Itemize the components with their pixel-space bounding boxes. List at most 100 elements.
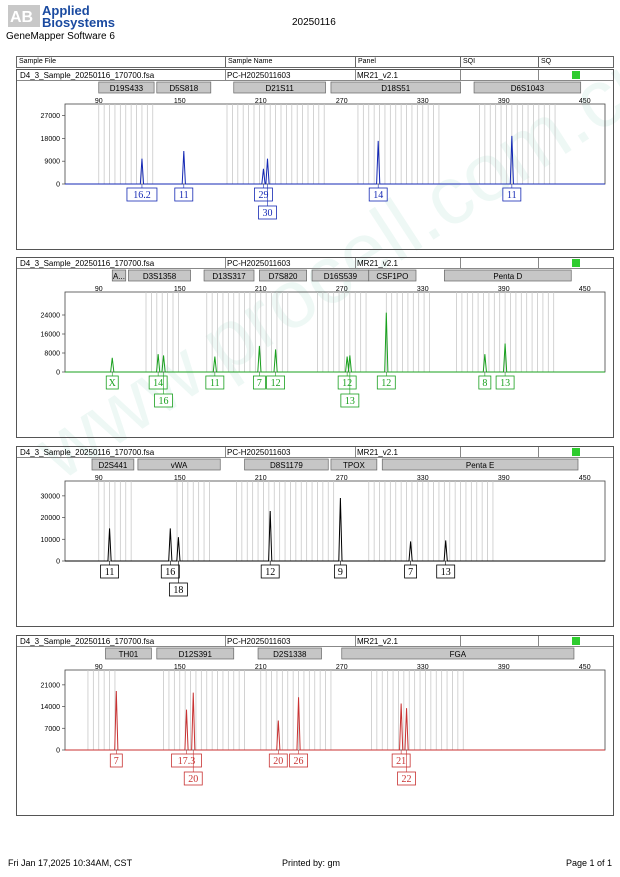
allele-call: 16	[160, 561, 180, 579]
panel-name: MR21_v2.1	[357, 71, 398, 80]
panel-sample-file: D4_3_Sample_20250116_170700.fsa	[20, 259, 155, 268]
sq-status-indicator	[572, 448, 580, 456]
x-tick-label: 270	[336, 664, 348, 671]
marker-label: A...	[113, 272, 125, 281]
marker-bin-d8s1179: D8S1179	[244, 458, 329, 471]
y-tick-label: 0	[56, 748, 60, 755]
marker-bin-d6s1043: D6S1043	[473, 81, 582, 94]
x-tick-label: 270	[336, 98, 348, 105]
col-sample-file: Sample File	[19, 58, 56, 65]
x-tick-label: 210	[255, 664, 267, 671]
allele-call-label: 26	[294, 756, 304, 767]
marker-bin-d19s433: D19S433	[98, 81, 155, 94]
allele-call: 26	[289, 750, 308, 768]
x-tick-label: 390	[498, 475, 510, 482]
plot-frame	[64, 103, 606, 185]
allele-call-label: 13	[500, 378, 510, 389]
allele-call-label: 16.2	[133, 190, 151, 201]
allele-call: 13	[495, 372, 515, 390]
y-tick-label: 0	[56, 559, 60, 566]
allele-call: 7	[252, 372, 266, 390]
marker-label: D12S391	[179, 650, 213, 659]
marker-label: D13S317	[212, 272, 246, 281]
panel-header-divider	[17, 457, 613, 458]
y-tick-label: 7000	[44, 726, 60, 733]
allele-call: 18	[168, 561, 188, 597]
x-tick-label: 450	[579, 98, 591, 105]
brand-line2: Biosystems	[42, 15, 115, 30]
marker-label: D2S1338	[273, 650, 307, 659]
y-tick-label: 18000	[41, 136, 61, 143]
allele-call-label: 14	[153, 378, 163, 389]
allele-call: 11	[100, 561, 119, 579]
panel-separator	[225, 447, 226, 457]
allele-call: 20	[268, 750, 288, 768]
x-tick-label: 90	[95, 98, 103, 105]
allele-call-label: 20	[188, 774, 198, 785]
allele-call-label: 17.3	[178, 756, 196, 767]
footer-page: Page 1 of 1	[566, 858, 613, 868]
x-tick-label: 90	[95, 475, 103, 482]
allele-call-label: 11	[105, 567, 115, 578]
brand-line1: Applied	[42, 3, 90, 18]
marker-label: D8S1179	[270, 461, 303, 470]
electropherogram-chart: D19S433 D5S818 D21S11 D18S51 D6S1043 90 150 210…	[41, 81, 606, 220]
marker-bin-d13s317: D13S317	[203, 269, 255, 282]
allele-call: 17.3	[171, 750, 202, 768]
col-sample-name: Sample Name	[228, 58, 273, 65]
x-tick-label: 330	[417, 98, 429, 105]
signal-trace	[65, 312, 605, 373]
allele-call-label: 7	[114, 756, 119, 767]
x-tick-label: 90	[95, 664, 103, 671]
marker-bin-d2s1338: D2S1338	[257, 647, 322, 660]
allele-call: 16.2	[126, 184, 158, 202]
footer-printed-by: Printed by: gm	[282, 858, 341, 868]
allele-call-label: 18	[173, 585, 183, 596]
x-tick-label: 270	[336, 475, 348, 482]
allele-call: 11	[205, 372, 225, 390]
x-tick-label: 390	[498, 98, 510, 105]
col-panel: Panel	[358, 58, 376, 65]
allele-call-label: 8	[482, 378, 487, 389]
report-date: 20250116	[292, 17, 336, 28]
x-tick-label: 450	[579, 286, 591, 293]
panel-separator	[460, 447, 461, 457]
x-tick-label: 210	[255, 475, 267, 482]
panel-separator	[460, 258, 461, 268]
marker-bin-d2s441: D2S441	[91, 458, 135, 471]
x-tick-label: 330	[417, 475, 429, 482]
allele-call: 14	[148, 372, 168, 390]
x-tick-label: 150	[174, 98, 186, 105]
panel-separator	[355, 258, 356, 268]
allele-call: 12	[337, 372, 357, 390]
allele-call-label: 13	[345, 396, 355, 407]
plot-frame	[64, 669, 606, 751]
allele-call-label: 16	[159, 396, 169, 407]
x-tick-label: 330	[417, 286, 429, 293]
allele-call: 13	[340, 372, 360, 408]
marker-label: CSF1PO	[376, 272, 408, 281]
y-tick-label: 14000	[41, 704, 61, 711]
x-tick-label: 150	[174, 475, 186, 482]
panel-separator	[538, 636, 539, 646]
marker-bin-d12s391: D12S391	[156, 647, 235, 660]
allele-call-label: 16	[165, 567, 175, 578]
marker-label: TH01	[119, 650, 139, 659]
allele-call: X	[105, 372, 119, 390]
x-tick-label: 210	[255, 98, 267, 105]
allele-call-label: 12	[271, 378, 281, 389]
y-tick-label: 8000	[44, 351, 60, 358]
allele-call: 16	[154, 372, 173, 408]
panel-header-divider	[17, 268, 613, 269]
marker-bin-vwa: vWA	[137, 458, 221, 471]
footer-timestamp: Fri Jan 17,2025 10:34AM, CST	[8, 858, 133, 868]
allele-call-label: 22	[402, 774, 412, 785]
marker-label: vWA	[171, 461, 188, 470]
marker-bin-d7s820: D7S820	[259, 269, 307, 282]
marker-label: Penta D	[493, 272, 522, 281]
panel-name: MR21_v2.1	[357, 259, 398, 268]
allele-call-label: 12	[342, 378, 352, 389]
electropherogram-panel: D4_3_Sample_20250116_170700.fsa PC-H20250…	[16, 69, 614, 250]
marker-label: D2S441	[98, 461, 127, 470]
x-tick-label: 270	[336, 286, 348, 293]
